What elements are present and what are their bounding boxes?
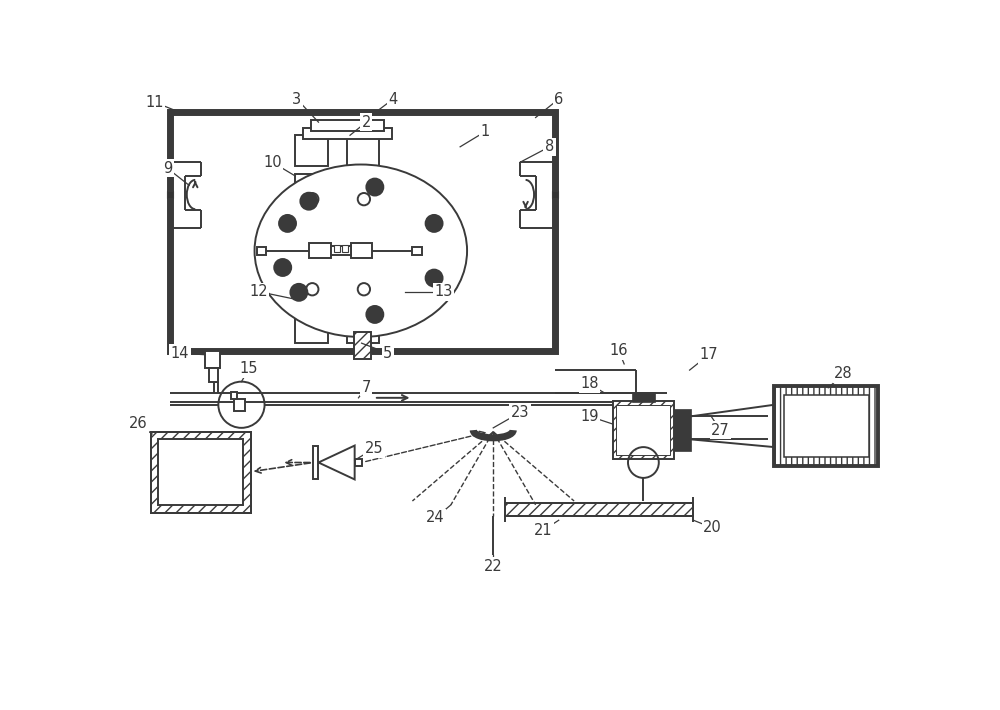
Bar: [234, 398, 245, 411]
Text: 8: 8: [545, 139, 554, 154]
Text: 27: 27: [711, 422, 730, 437]
Bar: [342, 244, 348, 252]
Bar: [412, 247, 422, 255]
Text: 21: 21: [534, 523, 553, 537]
Text: 16: 16: [610, 344, 628, 359]
Bar: [347, 247, 379, 274]
Bar: [295, 282, 328, 312]
Bar: [295, 316, 328, 343]
Circle shape: [279, 215, 296, 232]
Bar: [313, 446, 318, 479]
Bar: [209, 368, 218, 382]
Text: 4: 4: [389, 92, 398, 106]
Text: 14: 14: [171, 346, 189, 361]
Bar: [309, 243, 331, 258]
Bar: [354, 332, 371, 359]
Bar: [613, 401, 674, 459]
Bar: [295, 247, 328, 274]
Text: 23: 23: [511, 405, 529, 420]
Bar: [167, 191, 173, 198]
Text: 20: 20: [703, 520, 722, 535]
Text: 18: 18: [580, 376, 599, 391]
Bar: [784, 395, 869, 457]
Bar: [505, 503, 693, 516]
Bar: [347, 135, 379, 166]
Bar: [774, 386, 878, 466]
Bar: [170, 112, 555, 351]
Bar: [295, 135, 328, 166]
Bar: [151, 432, 251, 513]
Text: 6: 6: [554, 92, 563, 106]
Circle shape: [426, 215, 443, 232]
Bar: [295, 174, 328, 201]
Ellipse shape: [255, 165, 467, 337]
Bar: [151, 432, 251, 513]
Text: 28: 28: [834, 366, 853, 381]
Circle shape: [366, 179, 383, 195]
Text: 5: 5: [383, 346, 392, 361]
Bar: [303, 128, 392, 139]
Text: 3: 3: [292, 92, 301, 106]
Polygon shape: [318, 446, 355, 479]
Bar: [347, 316, 379, 343]
Bar: [616, 405, 670, 455]
Bar: [158, 439, 243, 505]
Bar: [311, 120, 384, 131]
Text: 22: 22: [484, 559, 503, 574]
Circle shape: [300, 192, 317, 209]
Bar: [351, 243, 372, 258]
Bar: [674, 408, 691, 451]
Text: 17: 17: [700, 347, 718, 362]
Circle shape: [290, 284, 307, 301]
Bar: [774, 386, 878, 466]
Bar: [205, 351, 220, 368]
Text: 10: 10: [263, 155, 282, 170]
Bar: [331, 246, 351, 256]
Text: 2: 2: [362, 114, 371, 130]
Text: 15: 15: [240, 361, 258, 376]
Text: 24: 24: [426, 510, 445, 525]
Text: 11: 11: [145, 94, 164, 109]
Text: 26: 26: [129, 417, 148, 432]
Bar: [231, 392, 237, 399]
Text: 9: 9: [163, 161, 172, 176]
Bar: [347, 282, 379, 312]
Circle shape: [366, 306, 383, 323]
Circle shape: [426, 270, 443, 287]
Text: 19: 19: [580, 409, 599, 424]
Bar: [552, 191, 558, 198]
Bar: [632, 392, 655, 403]
Bar: [334, 244, 340, 252]
Bar: [347, 174, 379, 201]
Text: 12: 12: [249, 284, 268, 299]
Bar: [347, 207, 379, 238]
Bar: [355, 459, 362, 466]
Circle shape: [274, 259, 291, 276]
Text: 1: 1: [481, 124, 490, 139]
Text: 25: 25: [365, 441, 383, 456]
Text: 7: 7: [362, 380, 371, 395]
Text: 13: 13: [434, 284, 452, 299]
Bar: [257, 247, 266, 255]
Bar: [295, 207, 328, 238]
